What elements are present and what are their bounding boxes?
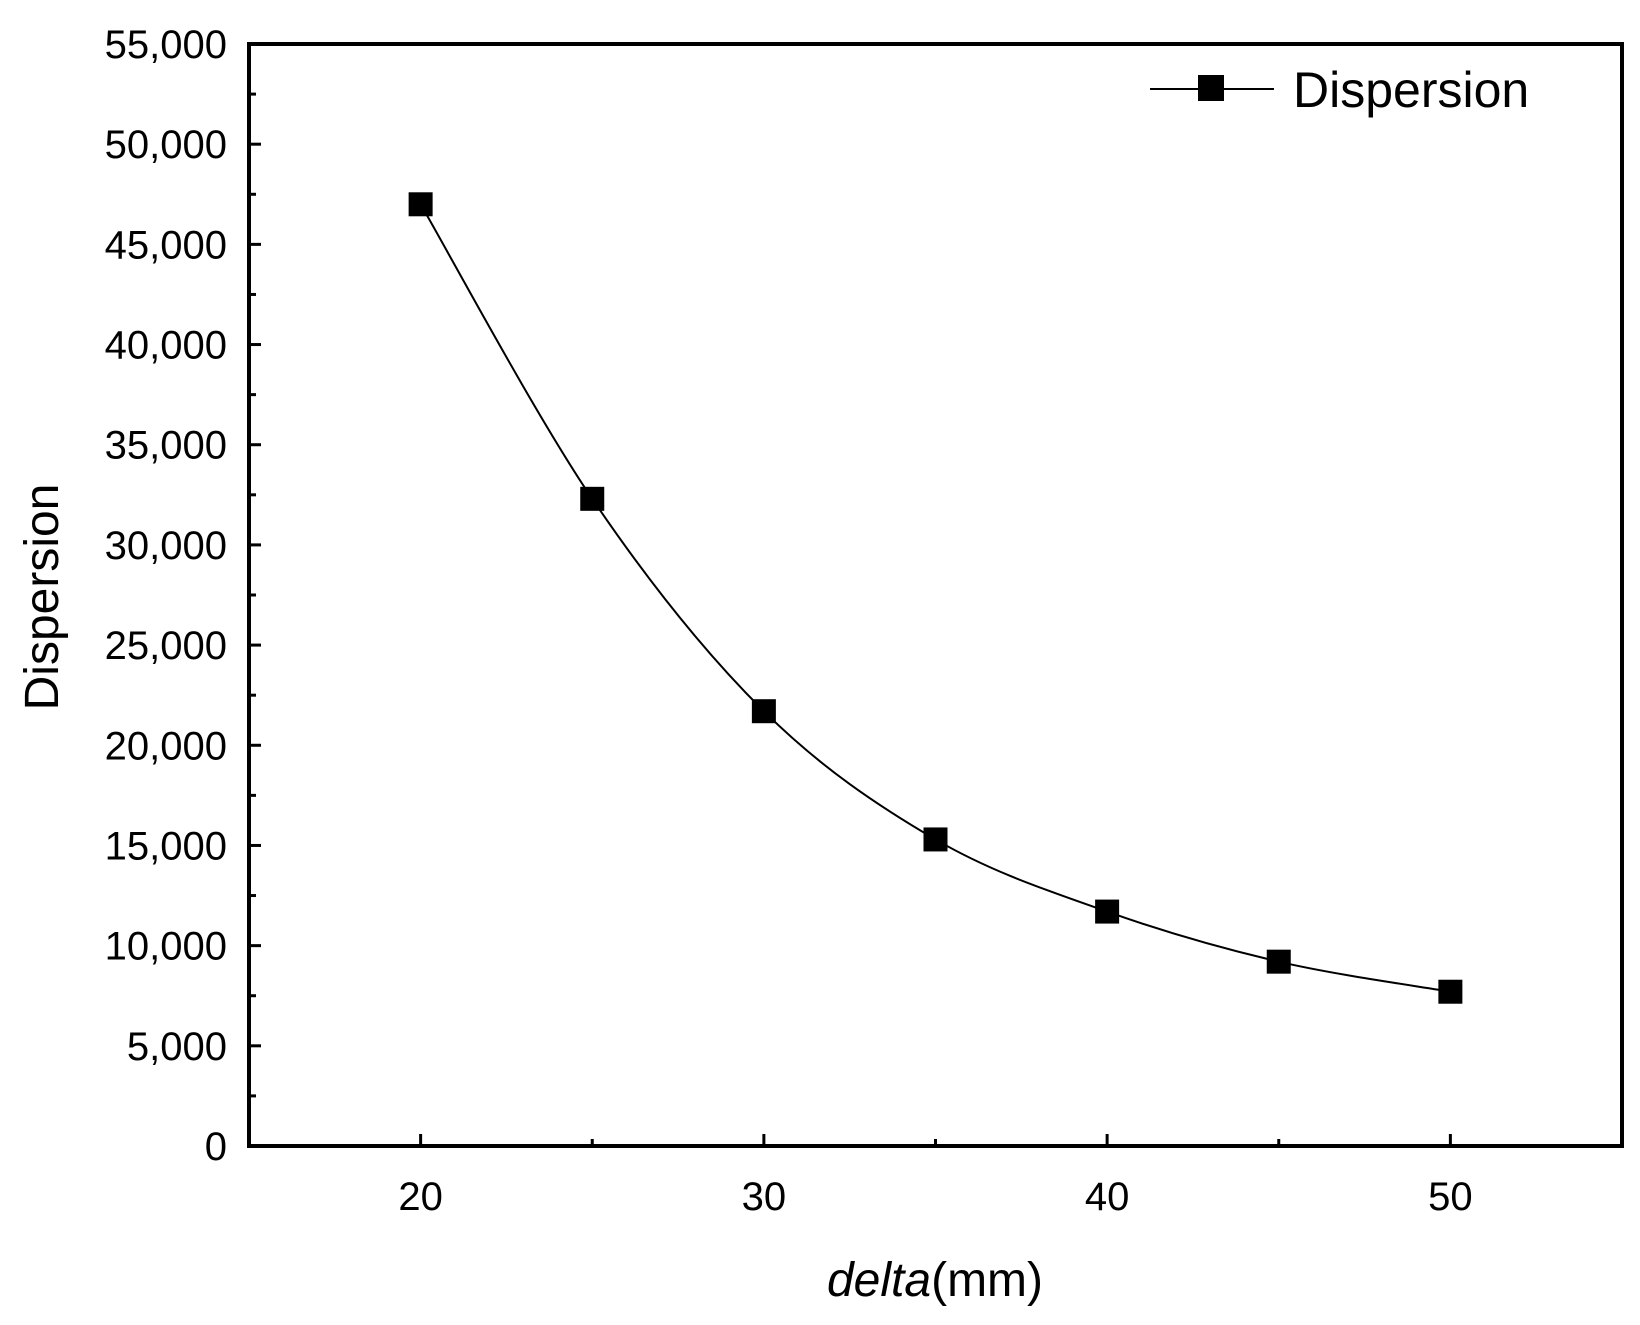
y-tick-label: 10,000	[105, 925, 227, 969]
data-point-marker	[1438, 979, 1463, 1004]
y-tick-label: 15,000	[105, 824, 227, 868]
data-point-marker	[1095, 899, 1120, 924]
y-tick-label: 5,000	[127, 1025, 227, 1069]
plot-frame	[247, 42, 1624, 1148]
x-tick-label: 40	[1085, 1175, 1130, 1219]
y-tick-label: 40,000	[105, 324, 227, 368]
y-tick-label: 20,000	[105, 724, 227, 768]
data-point-marker	[1266, 949, 1291, 974]
y-tick-label: 30,000	[105, 524, 227, 568]
x-tick-label: 20	[398, 1175, 443, 1219]
x-axis-title-variable: delta	[827, 1254, 931, 1307]
x-axis-title-unit: (mm)	[931, 1254, 1043, 1307]
dispersion-series-line	[419, 203, 1451, 993]
y-tick-label: 45,000	[105, 223, 227, 267]
legend-marker-square	[1198, 75, 1224, 101]
y-tick-label: 25,000	[105, 624, 227, 668]
y-tick-label: 0	[205, 1125, 227, 1169]
data-point-marker	[751, 699, 776, 724]
legend-label-dispersion: Dispersion	[1293, 62, 1529, 118]
y-tick-label: 50,000	[105, 123, 227, 167]
y-axis-tick-labels: 0 5,000 10,000 15,000 20,000 25,000 30,000 35,0…	[105, 23, 227, 1169]
x-axis-tick-labels: 20 30 40 50	[398, 1175, 1472, 1219]
y-tick-label: 55,000	[105, 23, 227, 67]
x-tick-label: 30	[742, 1175, 787, 1219]
data-point-marker	[923, 827, 948, 852]
y-tick-label: 35,000	[105, 424, 227, 468]
y-axis-title: Dispersion	[16, 484, 69, 711]
x-axis-title: delta(mm)	[827, 1254, 1043, 1307]
dispersion-series-markers	[408, 192, 1463, 1004]
legend: Dispersion	[1150, 62, 1529, 118]
data-point-marker	[580, 486, 605, 511]
data-point-marker	[408, 192, 433, 217]
x-tick-label: 50	[1428, 1175, 1473, 1219]
